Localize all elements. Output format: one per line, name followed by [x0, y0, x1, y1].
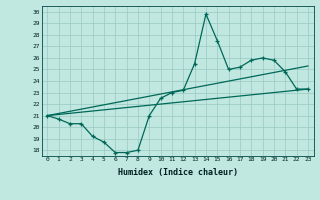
X-axis label: Humidex (Indice chaleur): Humidex (Indice chaleur) [118, 168, 237, 177]
